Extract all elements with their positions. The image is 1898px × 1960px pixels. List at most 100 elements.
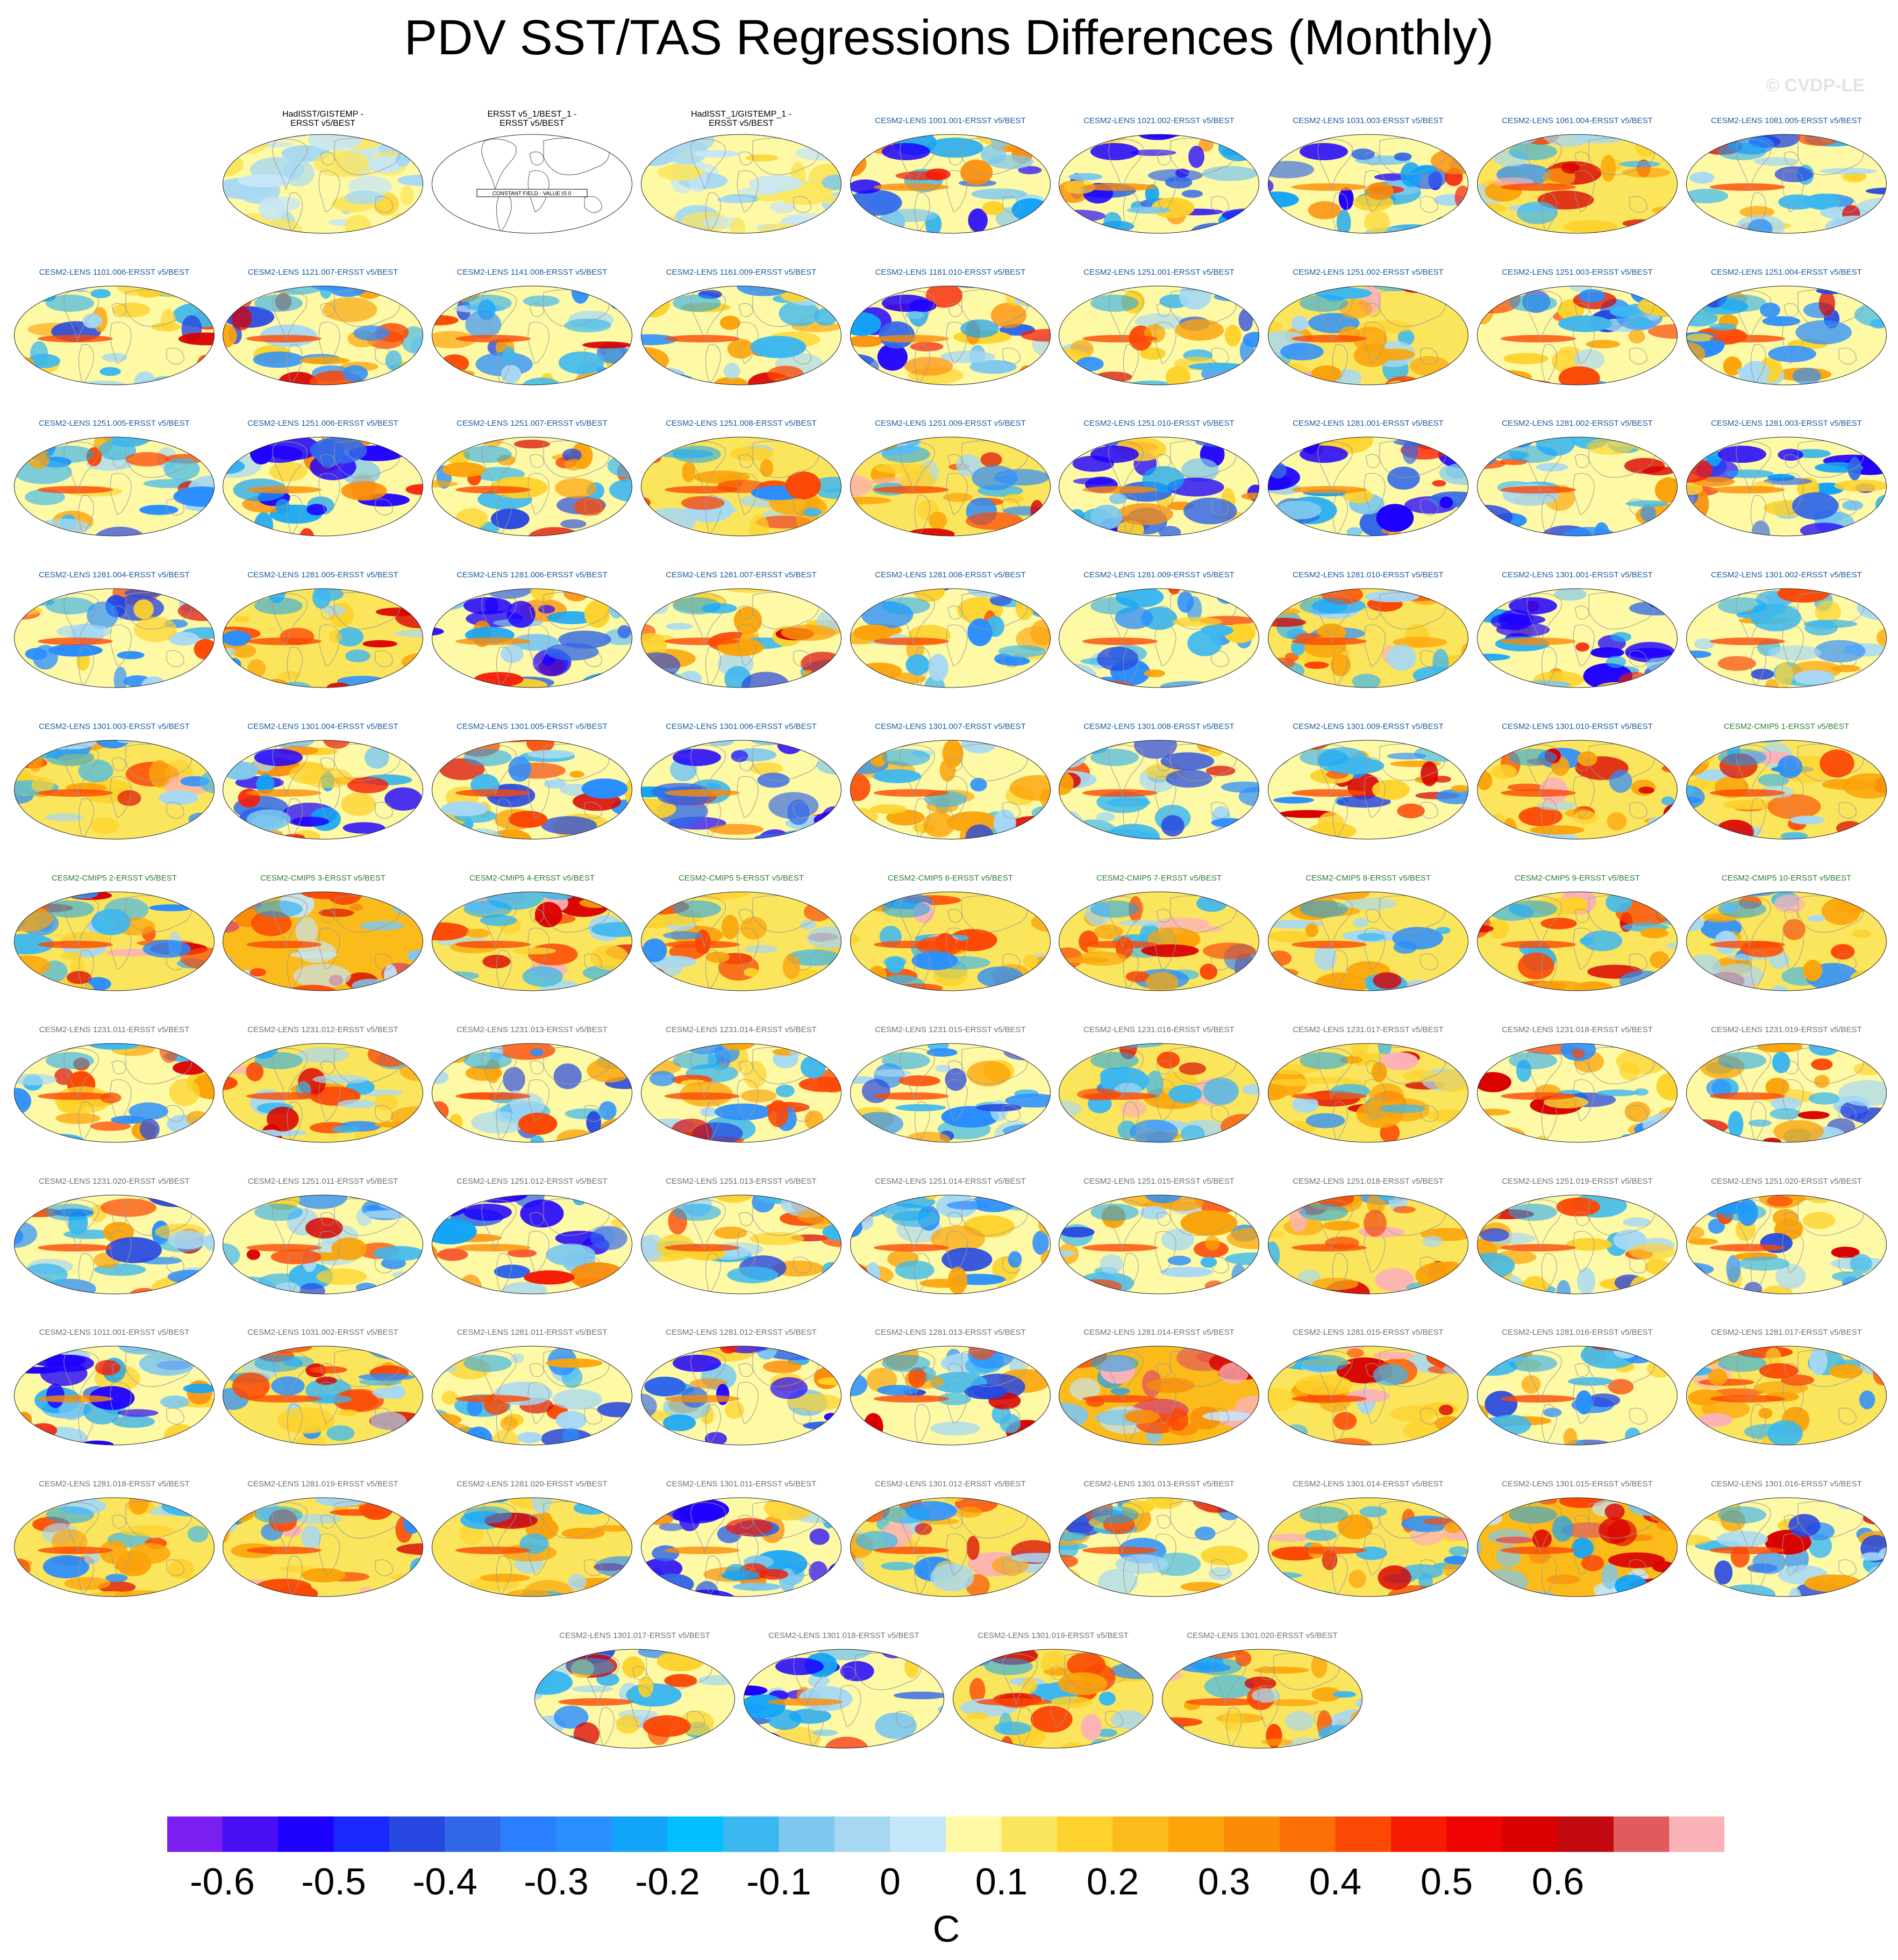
anomaly-blob bbox=[1208, 1566, 1232, 1580]
coastline bbox=[1541, 1101, 1557, 1142]
anomaly-blob bbox=[1766, 1195, 1793, 1207]
map-outline bbox=[223, 437, 423, 537]
north-pacific-anomaly bbox=[673, 1506, 721, 1523]
map-svg bbox=[14, 437, 215, 537]
panel-title: CESM2-LENS 1251.007-ERSST v5/BEST bbox=[456, 419, 608, 428]
anomaly-blob bbox=[432, 978, 444, 991]
anomaly-blob bbox=[947, 1267, 968, 1294]
coastline bbox=[496, 495, 512, 536]
map-svg bbox=[223, 134, 423, 234]
anomaly-blob bbox=[994, 1721, 1031, 1735]
map-panel: CESM2-LENS 1281.009-ERSST v5/BEST bbox=[1055, 568, 1262, 718]
coastline bbox=[1317, 1048, 1353, 1099]
map-background bbox=[432, 134, 632, 233]
anomaly-blob bbox=[904, 1655, 919, 1678]
map-field bbox=[641, 437, 841, 536]
panel-title: CESM2-LENS 1301.010-ERSST v5/BEST bbox=[1502, 722, 1653, 731]
anomaly-blob bbox=[713, 377, 748, 385]
anomaly-blob bbox=[1689, 171, 1715, 184]
anomaly-blob bbox=[1192, 925, 1223, 933]
anomaly-blob bbox=[731, 750, 748, 762]
coastline bbox=[1211, 196, 1229, 213]
anomaly-blob bbox=[1107, 797, 1151, 807]
coastline bbox=[914, 495, 930, 536]
anomaly-blob bbox=[1077, 951, 1127, 966]
map-svg bbox=[432, 437, 632, 537]
anomaly-blob bbox=[1543, 1407, 1562, 1418]
colorbar-swatch bbox=[1280, 1816, 1336, 1852]
panel-title: CESM2-LENS 1161.009-ERSST v5/BEST bbox=[666, 268, 817, 277]
coastline bbox=[914, 647, 930, 688]
panel-title: CESM2-LENS 1301.012-ERSST v5/BEST bbox=[875, 1479, 1026, 1489]
anomaly-blob bbox=[1477, 1253, 1515, 1279]
anomaly-blob bbox=[893, 1691, 944, 1700]
anomaly-blob bbox=[291, 830, 320, 839]
anomaly-blob bbox=[1145, 972, 1179, 991]
panel-title: CESM2-LENS 1301.013-ERSST v5/BEST bbox=[1083, 1479, 1235, 1489]
anomaly-blob bbox=[1180, 1125, 1205, 1142]
anomaly-blob bbox=[100, 1198, 157, 1217]
map-field bbox=[223, 1195, 423, 1294]
map-panel: CESM2-LENS 1301.020-ERSST v5/BEST bbox=[1159, 1629, 1366, 1778]
anomaly-blob bbox=[725, 1564, 747, 1581]
anomaly-blob bbox=[390, 892, 413, 898]
equatorial-band bbox=[455, 1395, 531, 1403]
anomaly-blob bbox=[682, 462, 696, 483]
anomaly-blob bbox=[946, 1201, 989, 1210]
map-outline bbox=[641, 1194, 841, 1294]
equatorial-band bbox=[1082, 1244, 1158, 1251]
map-field bbox=[14, 286, 215, 385]
anomaly-blob bbox=[1860, 1552, 1885, 1561]
anomaly-blob bbox=[960, 319, 999, 338]
coastline bbox=[1154, 170, 1176, 212]
coastline bbox=[1317, 1350, 1353, 1402]
map-panel: CESM2-LENS 1251.015-ERSST v5/BEST bbox=[1055, 1175, 1262, 1324]
anomaly-blob bbox=[1851, 437, 1871, 446]
map-svg bbox=[223, 891, 423, 991]
map-panel: CESM2-LENS 1121.007-ERSST v5/BEST bbox=[219, 266, 426, 415]
anomaly-blob bbox=[1639, 1433, 1674, 1445]
north-pacific-anomaly bbox=[1718, 143, 1766, 160]
anomaly-blob bbox=[820, 806, 841, 834]
map-field bbox=[1059, 134, 1259, 233]
map-svg bbox=[1477, 1346, 1678, 1446]
anomaly-blob bbox=[1268, 212, 1292, 233]
coastline bbox=[166, 1559, 184, 1576]
anomaly-blob bbox=[1194, 1526, 1216, 1541]
map-panel: CESM2-LENS 1301.010-ERSST v5/BEST bbox=[1474, 720, 1681, 869]
anomaly-blob bbox=[1438, 1504, 1468, 1511]
coastline bbox=[584, 196, 602, 213]
map-field bbox=[1686, 1043, 1887, 1142]
map-svg bbox=[1059, 1497, 1259, 1597]
anomaly-blob bbox=[1477, 134, 1507, 155]
map-panel: CESM2-LENS 1251.006-ERSST v5/BEST bbox=[219, 417, 426, 566]
equatorial-band bbox=[38, 1244, 113, 1251]
anomaly-blob bbox=[744, 1649, 788, 1662]
anomaly-blob bbox=[1634, 1120, 1678, 1139]
coastline bbox=[78, 495, 94, 536]
anomaly-blob bbox=[545, 643, 599, 661]
map-field bbox=[223, 134, 423, 233]
anomaly-blob bbox=[593, 1498, 632, 1508]
anomaly-blob bbox=[1094, 924, 1123, 940]
map-outline bbox=[223, 1194, 423, 1294]
anomaly-blob bbox=[482, 589, 534, 599]
anomaly-blob bbox=[641, 334, 677, 346]
anomaly-blob bbox=[1686, 784, 1695, 796]
coastline bbox=[1420, 1407, 1438, 1425]
coastline bbox=[705, 647, 721, 688]
anomaly-blob bbox=[32, 645, 58, 670]
equatorial-band bbox=[665, 638, 740, 645]
anomaly-blob bbox=[1268, 178, 1274, 194]
equatorial-band bbox=[38, 1547, 113, 1554]
map-svg bbox=[1477, 588, 1678, 688]
colorbar-swatch bbox=[667, 1816, 724, 1852]
map-outline bbox=[1268, 437, 1468, 537]
map-outline bbox=[432, 437, 632, 537]
map-outline bbox=[1059, 740, 1259, 840]
anomaly-blob bbox=[943, 492, 973, 502]
map-svg bbox=[223, 285, 423, 385]
anomaly-blob bbox=[1831, 1271, 1865, 1282]
map-field bbox=[641, 1043, 841, 1142]
panel-title: CESM2-LENS 1281.006-ERSST v5/BEST bbox=[456, 570, 608, 580]
